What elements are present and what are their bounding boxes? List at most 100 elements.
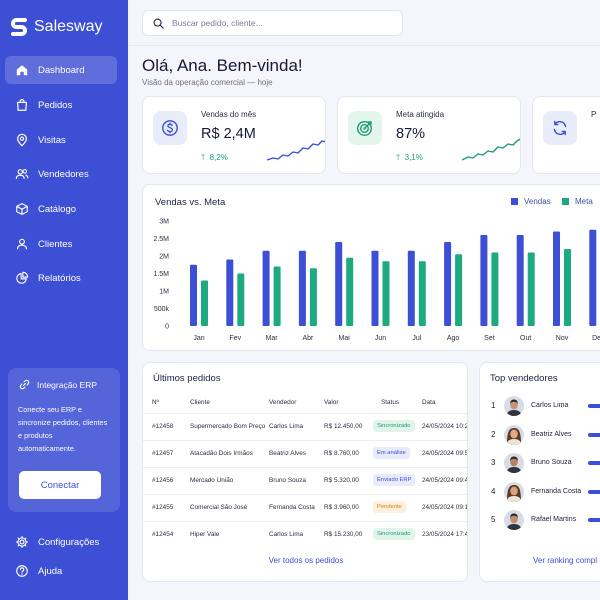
bar-meta-jan[interactable] [201,280,208,327]
bar-meta-fev[interactable] [237,273,245,327]
sidebar-item-vendedores[interactable]: Vendedores [5,160,117,188]
avatar [504,424,524,445]
seller-row[interactable]: 3 Bruno Souza [480,451,600,475]
box-icon [16,203,28,215]
search-bar[interactable] [142,10,403,36]
kpi-delta-value: 8,2% [209,153,228,162]
seller-row[interactable]: 2 Beatriz Alves [480,423,600,447]
kpi-card-sales[interactable]: Vendas do mês R$ 2,4M 🡑 8,2% [142,96,326,174]
order-seller-cell: Bruno Souza [269,477,306,484]
see-all-orders-link[interactable]: Ver todos os pedidos [268,556,344,565]
search-input[interactable] [172,18,392,28]
bar-meta-set[interactable] [491,252,499,327]
connect-button[interactable]: Conectar [19,471,101,499]
chart-title: Vendas vs. Meta [155,197,226,208]
page-title: Olá, Ana. Bem-vinda! [142,56,303,75]
seller-row[interactable]: 4 Fernanda Costa [480,480,600,504]
table-row[interactable]: #12455 Comercial São José Fernanda Costa R$… [143,494,467,521]
kpi-card-goal[interactable]: Meta atingida 87% 🡑 3,1% [337,96,521,174]
kpi-value: 87% [396,126,426,142]
legend-item-vendas: Vendas [511,197,551,206]
bar-vendas-mai[interactable] [335,242,343,326]
status-badge: Pendente [373,501,406,513]
order-id-cell: #12458 [152,423,174,430]
legend-item-meta: Meta [562,197,593,206]
user-icon [16,238,28,250]
kpi-card-sync[interactable]: P [532,96,600,174]
seller-progress-bar [588,461,600,465]
bar-meta-ago[interactable] [455,254,463,326]
bar-vendas-ago[interactable] [444,242,452,326]
seller-rank: 5 [491,515,496,524]
kpi-value: R$ 2,4M [201,126,256,142]
sidebar-item-dashboard[interactable]: Dashboard [5,56,117,84]
column-header: Valor [324,399,339,406]
sidebar-item-visitas[interactable]: Visitas [5,126,117,154]
table-row[interactable]: #12454 Hiper Vale Carlos Lima R$ 15.230,00 2… [143,521,467,548]
kpi-label: P [591,110,597,119]
app-name: Salesway [34,18,103,35]
seller-row[interactable]: 5 Rafael Martins [480,508,600,532]
seller-row[interactable]: 1 Carlos Lima [480,394,600,418]
bar-meta-jul[interactable] [418,261,426,326]
latest-orders-card: Últimos pedidos Nº Cliente Vendedor Valo… [142,362,468,582]
column-header: Status [381,399,400,406]
sidebar-item-label: Catálogo [38,203,77,215]
arrow-up-icon: 🡑 [201,153,206,162]
bar-vendas-jan[interactable] [190,264,197,326]
kpi-icon-box [153,111,187,145]
bar-meta-nov[interactable] [564,249,571,326]
sidebar-item-label: Vendedores [38,168,89,180]
erp-card-title: Integração ERP [18,378,110,391]
seller-progress-bar [588,489,600,494]
sidebar-item-clientes[interactable]: Clientes [5,230,117,258]
bar-vendas-dez[interactable] [589,229,597,326]
seller-name: Carlos Lima [531,402,569,409]
bar-meta-mai[interactable] [346,257,354,326]
table-row[interactable]: #12457 Atacadão Dois Irmãos Beatriz Alves R… [143,440,467,467]
table-row[interactable]: #12456 Mercado União Bruno Souza R$ 5.320,0… [143,467,467,494]
seller-progress-bar [588,432,600,437]
bar-vendas-mar[interactable] [262,250,270,326]
kpi-icon-box [543,111,577,145]
bar-vendas-abr[interactable] [298,250,306,326]
sidebar-item-catalogo[interactable]: Catálogo [5,195,117,223]
orders-title: Últimos pedidos [153,373,221,384]
x-tick-label: Dez [592,335,600,342]
table-row[interactable]: #12458 Supermercado Bom Preço Carlos Lima R… [143,413,467,440]
sidebar-item-configuracoes[interactable]: Configurações [5,528,117,556]
avatar [504,396,524,416]
bar-meta-jun[interactable] [382,261,390,326]
bar-vendas-nov[interactable] [553,231,560,327]
brand[interactable]: Salesway [10,14,102,40]
gear-icon [16,536,28,548]
seller-rank: 1 [491,401,496,410]
bar-vendas-jun[interactable] [371,250,379,326]
bar-meta-mar[interactable] [273,266,281,327]
status-badge: Sincronizado [373,528,415,540]
y-tick-label: 0 [165,324,169,331]
order-id-cell: #12454 [152,531,174,538]
bar-vendas-jul[interactable] [407,250,415,326]
bar-vendas-set[interactable] [480,235,488,326]
order-seller-cell: Beatriz Alves [269,450,306,457]
x-tick-label: Out [520,335,531,342]
sidebar-item-relatorios[interactable]: Relatórios [5,264,117,292]
header-divider [128,45,600,46]
sidebar-item-ajuda[interactable]: Ajuda [5,557,117,585]
status-badge: Em análise [373,447,410,459]
sidebar: Salesway Dashboard Pedidos Visitas Vende… [0,0,128,600]
bar-meta-out[interactable] [527,252,535,327]
sidebar-item-pedidos[interactable]: Pedidos [5,91,117,119]
bar-meta-abr[interactable] [309,268,317,326]
seller-name: Fernanda Costa [531,487,582,495]
bag-icon [17,98,27,111]
users-icon [15,169,29,179]
map-pin-icon [17,133,27,147]
bar-vendas-fev[interactable] [226,259,234,327]
see-ranking-link[interactable]: Ver ranking compl [533,556,598,565]
erp-title-label: Integração ERP [37,379,98,390]
status-badge: Sincronizado [373,420,415,432]
top-sellers-card: Top vendedores 1 Carlos Lima 2 Beatriz Alve… [479,362,600,582]
bar-vendas-out[interactable] [516,235,524,326]
